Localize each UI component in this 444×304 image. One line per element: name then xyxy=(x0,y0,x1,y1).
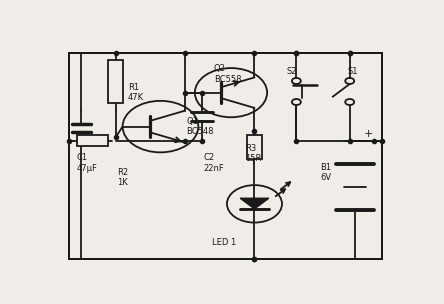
Text: B1
6V: B1 6V xyxy=(321,163,332,182)
Bar xyxy=(247,135,262,159)
Text: Q2
BC558: Q2 BC558 xyxy=(214,64,241,84)
Bar xyxy=(77,136,107,146)
Bar xyxy=(108,60,123,103)
Text: R1
47K: R1 47K xyxy=(128,83,144,102)
Polygon shape xyxy=(240,198,269,209)
Text: R2
1K: R2 1K xyxy=(117,168,129,187)
Text: C2
22nF: C2 22nF xyxy=(203,153,224,173)
Text: Q1
BC548: Q1 BC548 xyxy=(186,117,214,136)
Text: LED 1: LED 1 xyxy=(212,238,236,247)
Text: S1: S1 xyxy=(348,67,358,76)
Text: R3
15R: R3 15R xyxy=(245,144,261,163)
Text: +: + xyxy=(364,130,373,140)
Text: S2: S2 xyxy=(286,67,297,76)
Text: C1
47μF: C1 47μF xyxy=(76,153,97,173)
